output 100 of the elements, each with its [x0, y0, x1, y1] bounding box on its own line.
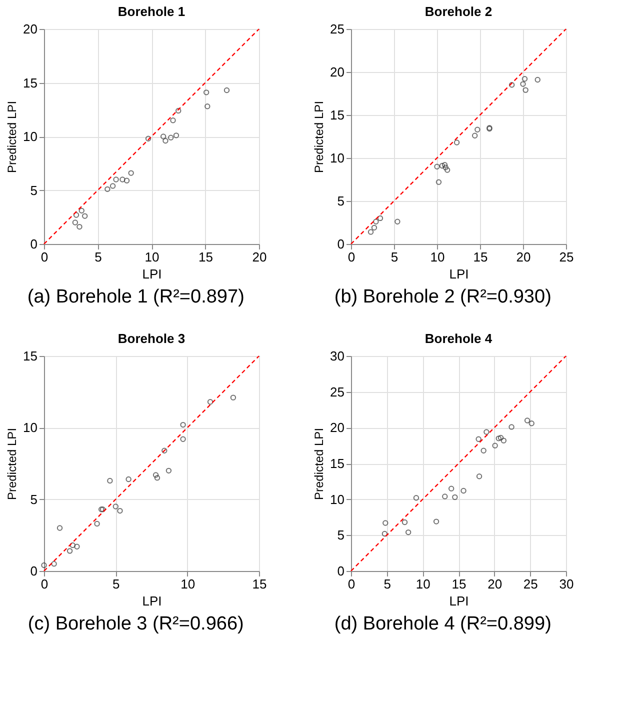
point — [413, 495, 420, 501]
point — [110, 183, 116, 189]
x-tick-label: 10 — [180, 576, 196, 592]
point — [56, 525, 63, 531]
x-tick-label: 25 — [559, 250, 574, 264]
text: (c) Borehole 3 (R²=0.966) — [28, 614, 244, 634]
point — [170, 118, 176, 124]
point — [442, 162, 448, 168]
y-tick-label: 30 — [330, 348, 344, 364]
x-axis-title: LPI — [142, 594, 162, 608]
y-tick-label: 10 — [330, 492, 344, 507]
point — [173, 132, 180, 138]
y-tick-label: 0 — [337, 236, 344, 252]
point — [73, 212, 80, 218]
point — [224, 87, 230, 94]
point — [117, 508, 123, 514]
y-tick-label: 10 — [330, 150, 344, 166]
point — [162, 138, 168, 144]
x-tick-label: 5 — [390, 250, 398, 264]
point — [168, 134, 174, 140]
point — [180, 436, 186, 442]
point — [434, 164, 440, 170]
point — [154, 474, 160, 481]
y-tick-label: 20 — [23, 22, 38, 36]
y-tick-label: 5 — [337, 528, 344, 543]
text: (a) Borehole 1 (R²=0.897) — [27, 286, 244, 308]
point — [113, 176, 119, 182]
point — [128, 170, 134, 176]
point — [474, 126, 480, 132]
y-axis-title: Predicted LPI — [5, 100, 20, 174]
point — [166, 468, 172, 474]
point — [74, 544, 80, 550]
y-axis-title: Predicted LPI — [312, 100, 326, 174]
point — [176, 108, 182, 114]
point — [528, 420, 534, 426]
x-tick-label: 20 — [252, 250, 267, 264]
x-tick-label: 25 — [523, 576, 538, 592]
chart-title: Borehole 3 — [118, 331, 186, 346]
point — [405, 529, 412, 536]
point — [522, 76, 528, 82]
point — [508, 424, 514, 430]
x-tick-label: 20 — [488, 576, 502, 592]
point — [394, 218, 400, 224]
x-tick-label: 10 — [416, 576, 430, 592]
y-tick-label: 25 — [330, 384, 344, 400]
point — [472, 132, 478, 138]
point — [104, 186, 110, 192]
point — [230, 394, 236, 400]
x-tick-label: 5 — [94, 250, 102, 264]
y-tick-label: 20 — [330, 420, 344, 436]
point — [522, 87, 528, 93]
point — [476, 436, 482, 442]
y-tick-label: 5 — [337, 194, 344, 208]
point — [160, 134, 166, 140]
point — [72, 220, 78, 226]
y-tick-label: 0 — [337, 564, 344, 578]
point — [120, 176, 126, 182]
point — [500, 438, 506, 444]
point — [371, 224, 378, 230]
point — [436, 179, 442, 185]
x-axis-title: LPI — [449, 266, 469, 282]
point — [439, 162, 446, 169]
point — [126, 476, 132, 482]
y-tick-label: 20 — [330, 64, 344, 80]
y-tick-label: 25 — [330, 22, 344, 36]
point — [66, 548, 73, 554]
x-tick-label: 0 — [40, 250, 48, 264]
point — [480, 448, 486, 454]
y-tick-label: 10 — [23, 129, 38, 144]
x-tick-label: 0 — [348, 250, 356, 264]
point — [78, 208, 84, 214]
point — [382, 520, 388, 526]
x-axis-title: LPI — [142, 266, 162, 282]
point — [107, 478, 113, 484]
text: (d) Borehole 4 (R²=0.899) — [334, 614, 552, 634]
point — [94, 520, 100, 527]
point — [520, 81, 526, 87]
point — [492, 442, 498, 448]
point — [207, 399, 214, 405]
point — [448, 486, 454, 492]
x-tick-label: 15 — [452, 576, 466, 592]
point — [41, 562, 47, 568]
y-tick-label: 15 — [330, 108, 344, 122]
point — [377, 215, 384, 222]
x-tick-label: 0 — [348, 576, 356, 592]
x-tick-label: 10 — [430, 250, 445, 264]
y-tick-label: 15 — [23, 348, 38, 364]
point — [204, 104, 210, 110]
y-tick-label: 0 — [30, 564, 38, 578]
point — [444, 167, 450, 173]
point — [76, 224, 82, 230]
x-tick-label: 15 — [252, 576, 267, 592]
point — [508, 82, 515, 88]
y-axis-title: Predicted LPI — [312, 428, 326, 500]
x-axis-title: LPI — [449, 594, 469, 608]
point — [454, 140, 460, 146]
text: (b) Borehole 2 (R²=0.930) — [334, 286, 552, 308]
y-tick-label: 5 — [30, 492, 38, 507]
point — [145, 136, 152, 142]
point — [442, 164, 448, 170]
